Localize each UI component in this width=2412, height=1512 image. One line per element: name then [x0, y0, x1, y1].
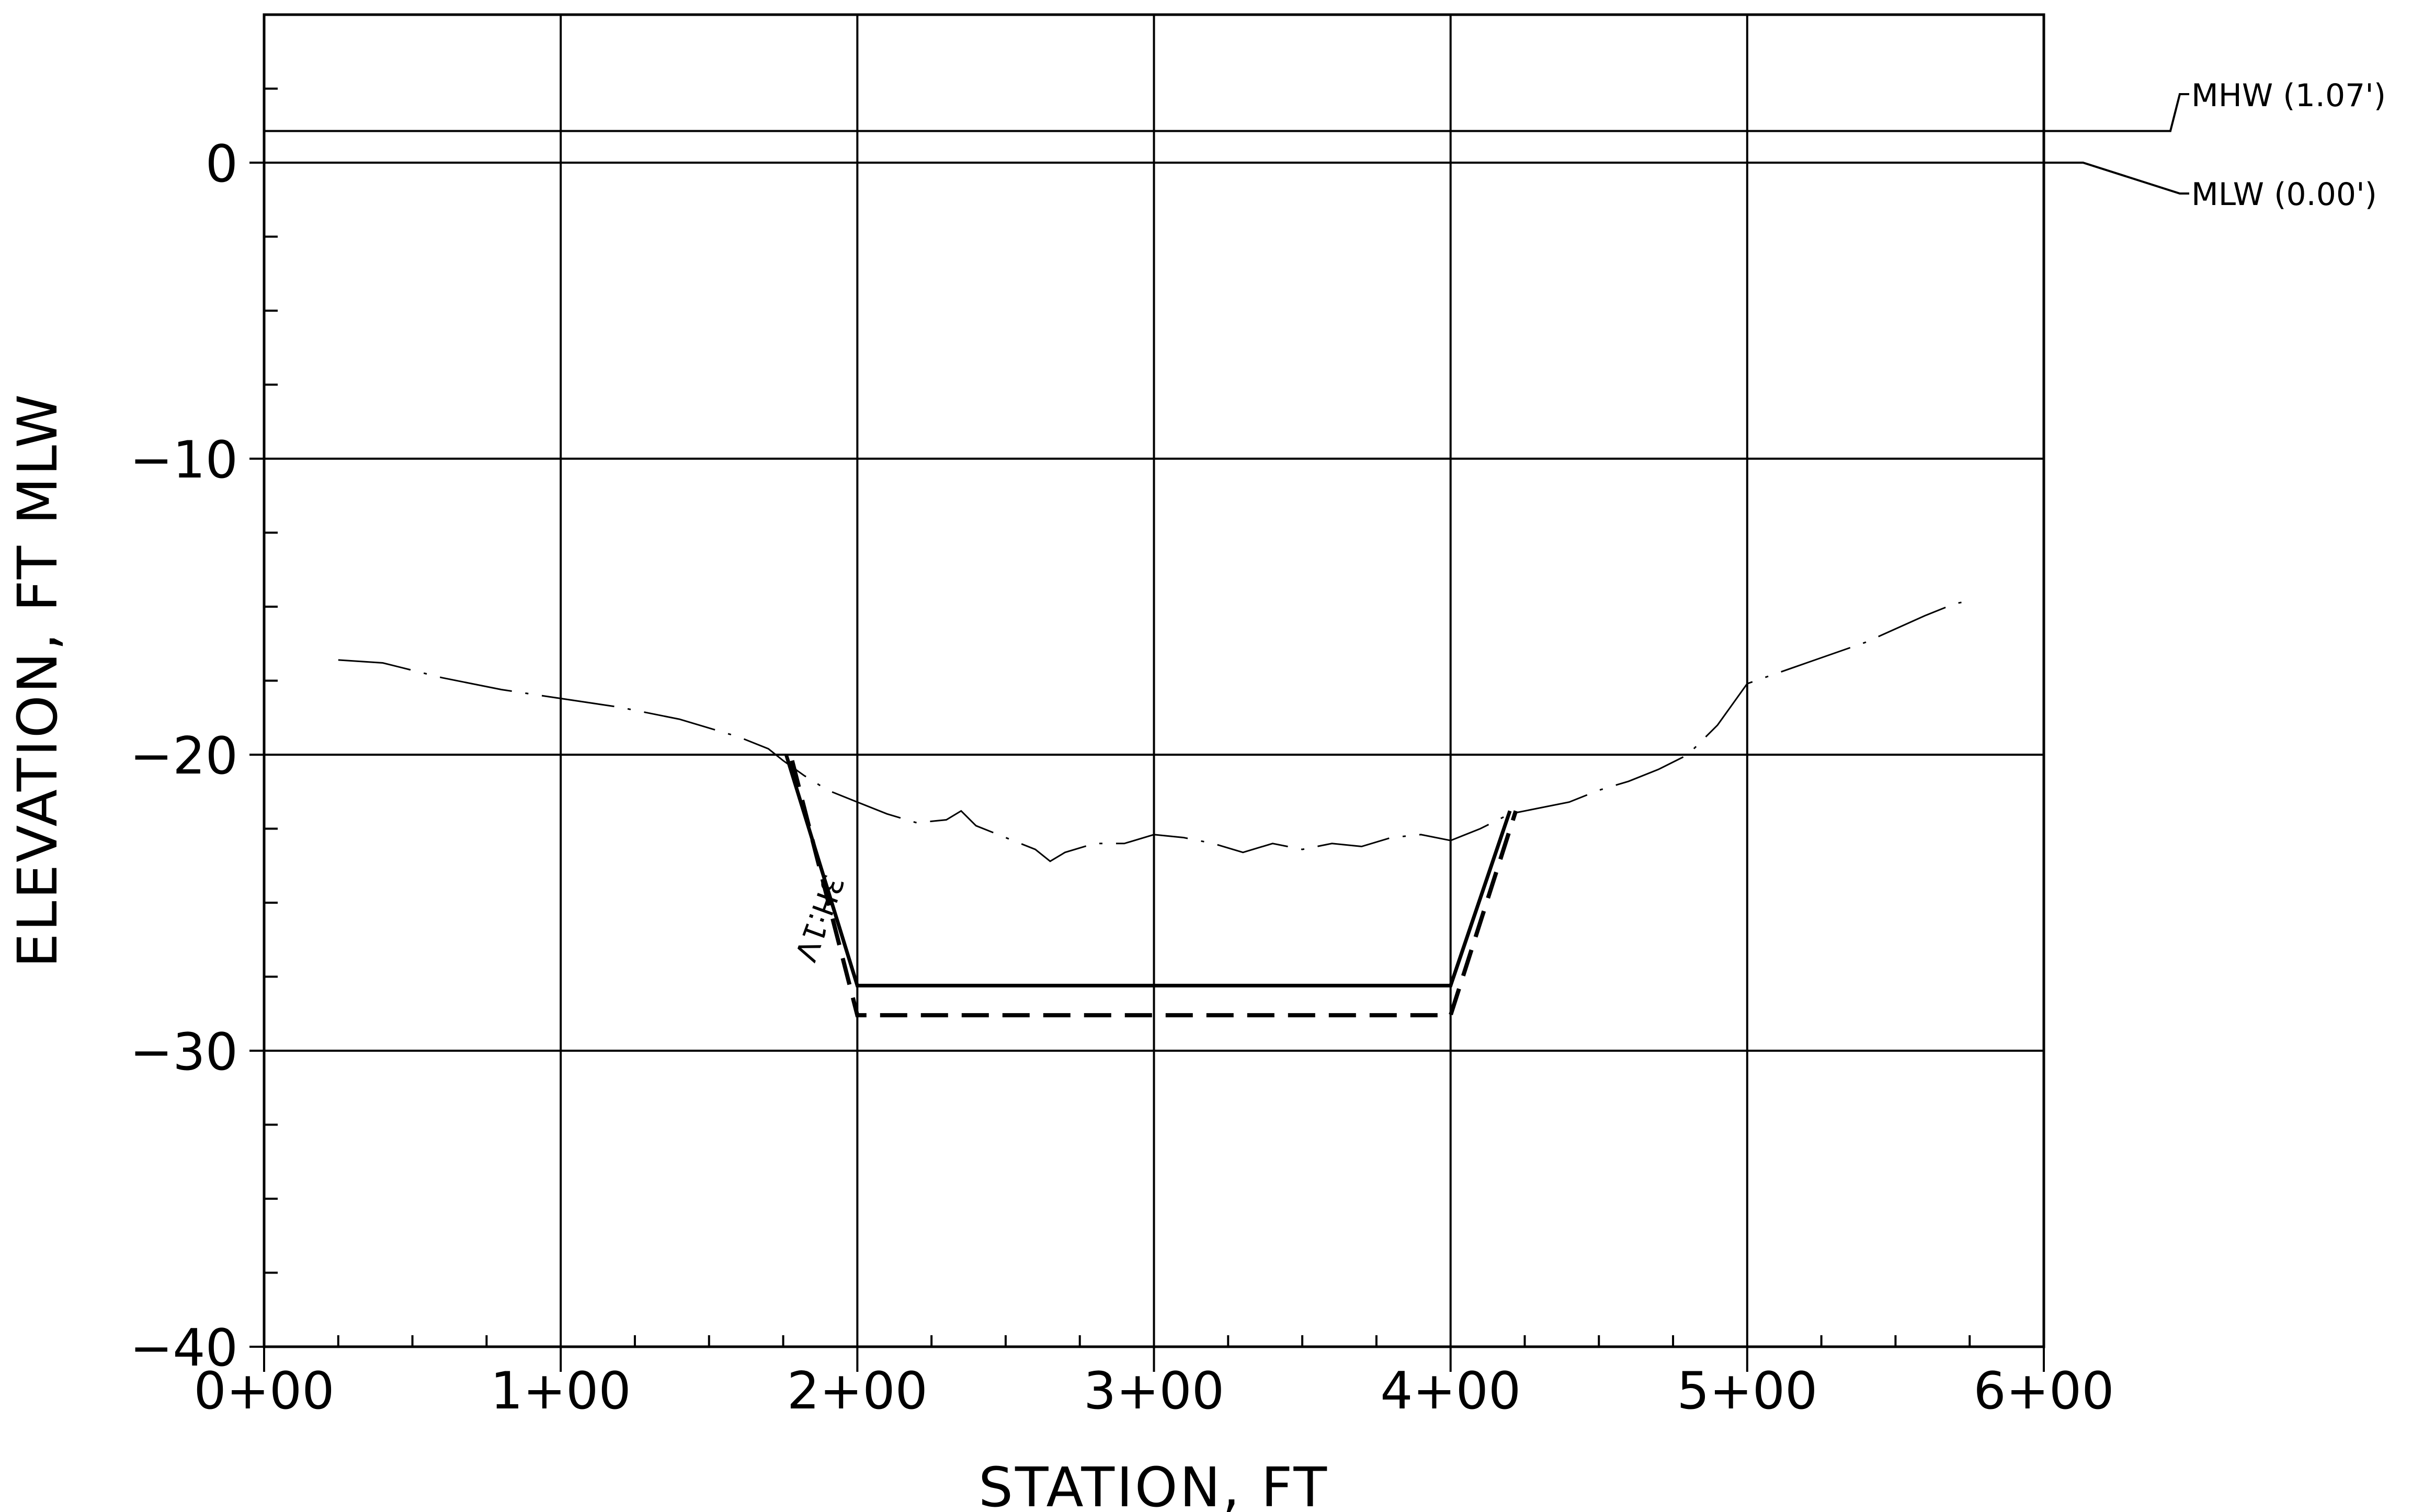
gridlines	[264, 15, 2044, 1347]
mhw-label: MHW (1.07')	[2191, 77, 2386, 114]
x-tick-label: 5+00	[1677, 1361, 1817, 1421]
x-tick-label: 4+00	[1380, 1361, 1521, 1421]
y-tick-label: −40	[130, 1318, 238, 1378]
axis-ticks	[249, 87, 2045, 1372]
slope-annotation: 3H:1V	[788, 870, 850, 965]
mhw-leader	[2131, 93, 2189, 132]
x-axis-label: STATION, FT	[979, 1456, 1329, 1512]
y-axis-label: ELEVATION, FT MLW	[6, 392, 70, 968]
x-tick-label: 1+00	[491, 1361, 631, 1421]
y-tick-label: −20	[130, 726, 238, 786]
water-level-lines	[264, 93, 2189, 195]
mlw-leader	[2044, 162, 2189, 195]
plot-frame	[263, 13, 2045, 1348]
x-tick-label: 2+00	[787, 1361, 928, 1421]
overdredge-template	[790, 760, 1518, 1018]
design-channel-template	[784, 754, 1512, 987]
y-tick-label: −10	[130, 430, 238, 490]
existing-ground-profile	[338, 600, 1970, 862]
profile-series	[338, 600, 1970, 1018]
x-tick-label: 3+00	[1084, 1361, 1224, 1421]
y-tick-label: 0	[206, 134, 238, 194]
mlw-label: MLW (0.00')	[2191, 176, 2377, 213]
x-tick-label: 6+00	[1973, 1361, 2114, 1421]
y-tick-label: −30	[130, 1022, 238, 1082]
tick-labels: 0+00 1+00 2+00 3+00 4+00 5+00 6+00 0 −10 −20 −30 −4…	[130, 134, 2114, 1421]
x-tick-label: 0+00	[194, 1361, 334, 1421]
